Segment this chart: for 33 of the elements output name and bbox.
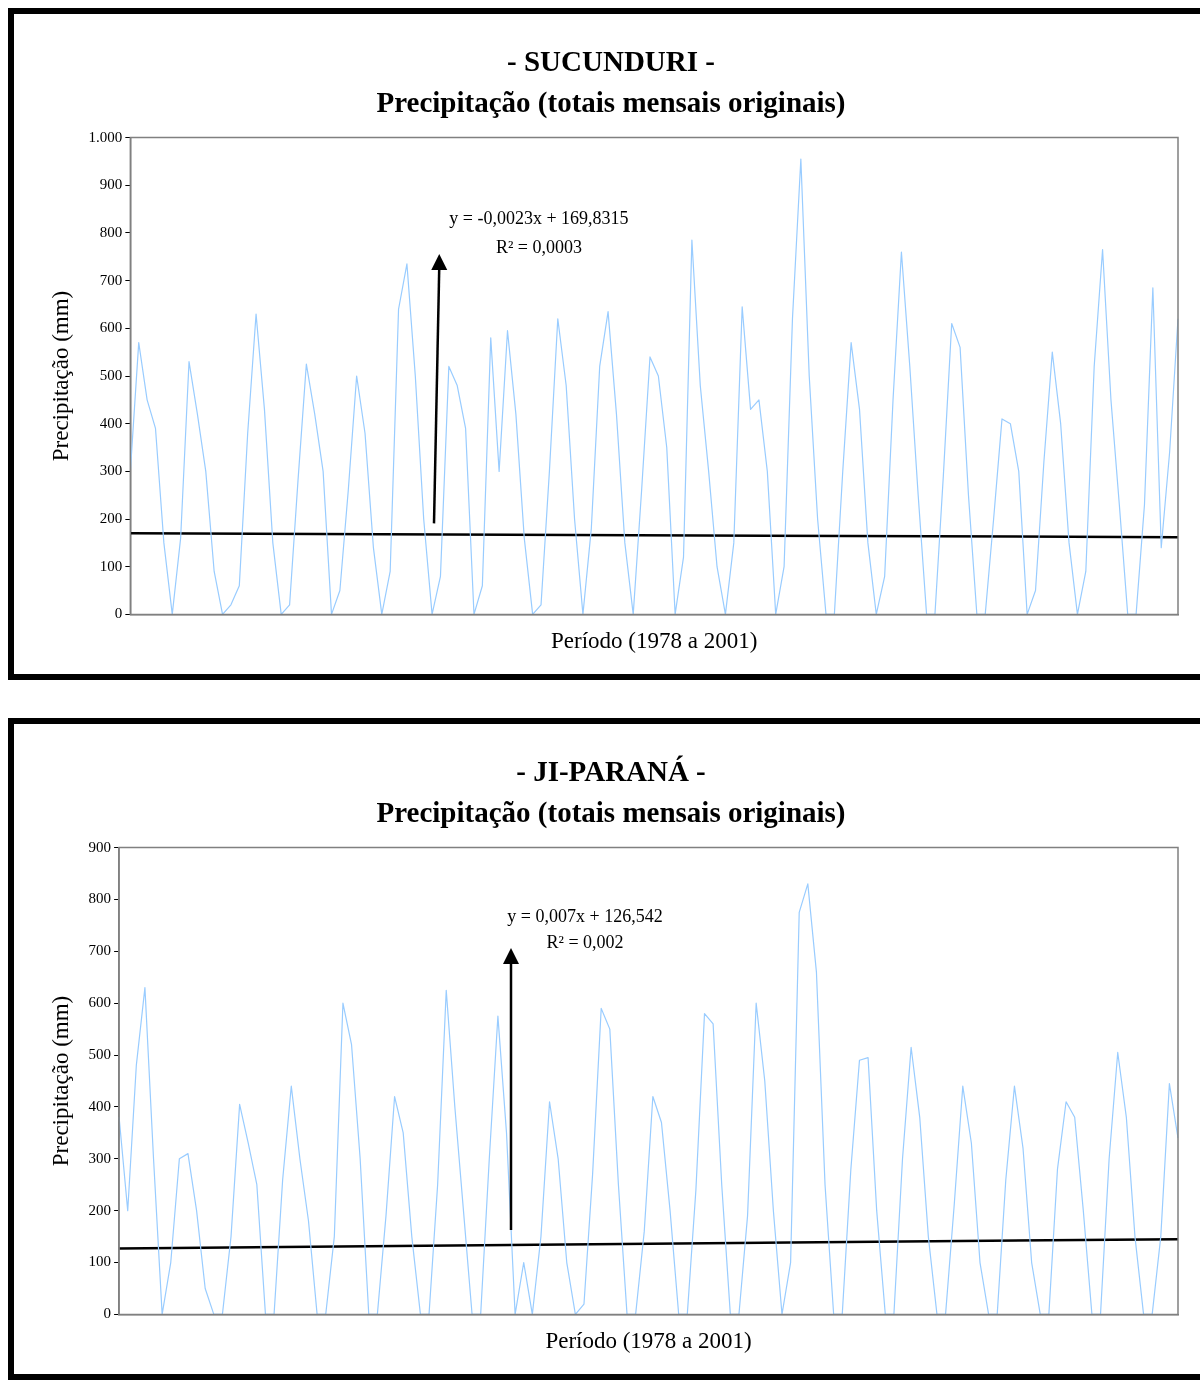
annotation: y = -0,0023x + 169,8315 xyxy=(449,208,629,229)
annotation: R² = 0,0003 xyxy=(495,236,582,257)
y-tick-label: 300 xyxy=(99,462,123,479)
y-tick-label: 100 xyxy=(99,557,123,574)
y-axis-title: Precipitação (mm) xyxy=(47,995,73,1167)
y-tick-label: 1.000 xyxy=(88,128,123,145)
y-tick-label: 200 xyxy=(88,1201,112,1218)
y-tick-label: 900 xyxy=(88,838,112,855)
y-tick-label: 500 xyxy=(99,366,123,383)
y-tick-label: 700 xyxy=(99,271,123,288)
y-tick-label: 700 xyxy=(88,942,112,959)
y-tick-label: 100 xyxy=(88,1253,112,1270)
y-tick-label: 0 xyxy=(114,605,123,622)
y-tick-label: 900 xyxy=(99,176,123,193)
chart-title: - SUCUNDURI - xyxy=(507,44,715,77)
y-tick-label: 400 xyxy=(88,1097,112,1114)
y-tick-label: 500 xyxy=(88,1046,112,1062)
chart-title: - JI-PARANÁ - xyxy=(516,754,706,787)
y-axis-title: Precipitação (mm) xyxy=(47,290,73,462)
y-tick-label: 600 xyxy=(99,319,123,336)
chart-subtitle: Precipitação (totais mensais originais) xyxy=(376,795,846,829)
y-tick-label: 600 xyxy=(88,994,112,1011)
x-axis-title: Período (1978 a 2001) xyxy=(545,1328,752,1354)
annotation: y = 0,007x + 126,542 xyxy=(507,906,663,927)
y-tick-label: 400 xyxy=(99,414,123,431)
y-tick-label: 200 xyxy=(99,509,123,526)
y-tick-label: 0 xyxy=(103,1305,112,1322)
x-axis-title: Período (1978 a 2001) xyxy=(551,628,758,654)
y-tick-label: 300 xyxy=(88,1149,112,1166)
chart-subtitle: Precipitação (totais mensais originais) xyxy=(376,85,846,119)
annotation: R² = 0,002 xyxy=(546,932,624,953)
y-tick-label: 800 xyxy=(88,890,112,907)
y-tick-label: 800 xyxy=(99,223,123,240)
